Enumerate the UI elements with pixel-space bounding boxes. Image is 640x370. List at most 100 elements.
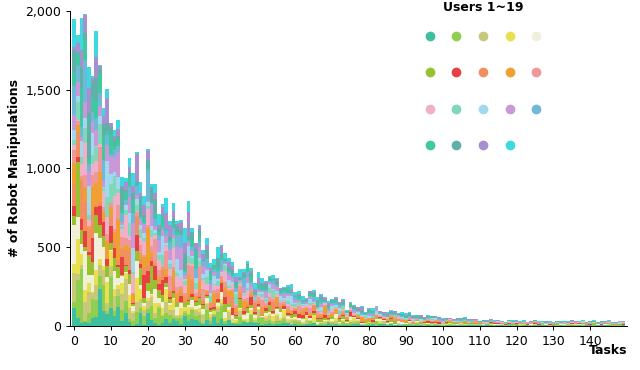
Bar	[323, 318, 326, 320]
Bar	[349, 316, 353, 317]
Bar	[76, 120, 79, 121]
Bar	[308, 297, 312, 299]
Bar	[135, 302, 139, 312]
Bar	[271, 275, 275, 279]
Bar	[548, 323, 552, 324]
Bar	[312, 323, 316, 326]
Bar	[401, 323, 404, 324]
Bar	[76, 65, 79, 82]
Bar	[404, 323, 408, 324]
Bar	[202, 301, 205, 304]
Bar	[135, 312, 139, 324]
Bar	[271, 301, 275, 302]
Bar	[437, 325, 441, 326]
Bar	[257, 302, 260, 304]
Bar	[161, 228, 164, 229]
Bar	[515, 321, 518, 322]
Bar	[493, 323, 496, 324]
Bar	[260, 294, 264, 297]
Bar	[106, 278, 109, 282]
Bar	[127, 285, 131, 295]
Bar	[223, 265, 227, 271]
Bar	[142, 233, 146, 238]
Bar	[175, 300, 179, 303]
Bar	[378, 319, 382, 322]
Bar	[172, 299, 175, 310]
Bar	[316, 307, 319, 308]
Bar	[260, 317, 264, 318]
Bar	[356, 312, 360, 314]
Bar	[264, 303, 268, 306]
Bar	[83, 202, 87, 231]
Bar	[316, 325, 319, 326]
Bar	[106, 258, 109, 259]
Bar	[257, 307, 260, 309]
Bar	[378, 315, 382, 316]
Bar	[76, 133, 79, 157]
Bar	[194, 278, 198, 283]
Bar	[356, 311, 360, 312]
Bar	[326, 321, 330, 322]
Bar	[294, 321, 297, 324]
Bar	[198, 290, 202, 297]
Bar	[282, 301, 286, 302]
Bar	[179, 293, 183, 296]
Bar	[330, 303, 334, 304]
Bar	[76, 82, 79, 97]
Bar	[290, 304, 294, 306]
Bar	[386, 313, 389, 315]
Bar	[94, 300, 98, 317]
Bar	[98, 106, 102, 116]
Bar	[592, 322, 596, 323]
Bar	[131, 311, 135, 313]
Bar	[102, 160, 106, 181]
Bar	[142, 255, 146, 257]
Bar	[360, 307, 364, 312]
Bar	[109, 123, 113, 127]
Bar	[87, 112, 91, 159]
Bar	[470, 321, 474, 322]
Bar	[511, 322, 515, 323]
Bar	[526, 323, 529, 324]
Bar	[297, 324, 301, 326]
Bar	[426, 321, 430, 323]
Bar	[198, 260, 202, 265]
Bar	[150, 184, 154, 186]
Bar	[76, 121, 79, 125]
Bar	[294, 300, 297, 303]
Bar	[271, 299, 275, 301]
Bar	[164, 236, 168, 243]
Bar	[408, 323, 412, 324]
Bar	[382, 317, 386, 318]
Bar	[253, 292, 257, 294]
Bar	[330, 300, 334, 301]
Bar	[179, 308, 183, 315]
Bar	[186, 239, 190, 240]
Bar	[389, 318, 393, 319]
Bar	[109, 266, 113, 277]
Bar	[282, 302, 286, 304]
Bar	[249, 289, 253, 290]
Bar	[282, 299, 286, 300]
Bar	[124, 245, 127, 250]
Bar	[426, 315, 430, 316]
Bar	[87, 171, 91, 186]
Bar	[198, 265, 202, 266]
Bar	[142, 267, 146, 275]
Bar	[371, 322, 374, 323]
Bar	[445, 319, 449, 320]
Bar	[618, 324, 621, 325]
Bar	[131, 173, 135, 186]
Bar	[234, 324, 238, 326]
Bar	[120, 250, 124, 257]
Bar	[511, 324, 515, 325]
Bar	[319, 314, 323, 316]
Bar	[604, 325, 607, 326]
Bar	[109, 277, 113, 308]
Bar	[341, 299, 345, 300]
Bar	[91, 292, 94, 293]
Bar	[139, 308, 142, 313]
Bar	[231, 307, 234, 314]
Bar	[139, 264, 142, 268]
Bar	[397, 324, 401, 325]
